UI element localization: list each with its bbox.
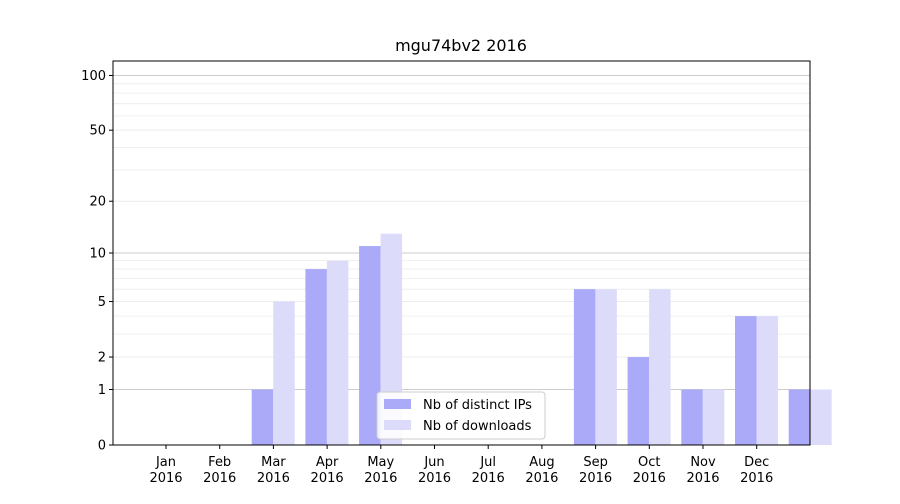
legend-swatch-downloads — [384, 420, 411, 430]
bar-distinct-ips — [735, 316, 757, 445]
bar-downloads — [326, 260, 349, 445]
y-tick-label: 5 — [98, 295, 106, 310]
x-tick-label-year: 2016 — [633, 471, 666, 486]
bar-downloads — [702, 389, 725, 445]
x-tick-label-year: 2016 — [311, 471, 344, 486]
x-tick-label-month: Dec — [744, 455, 769, 470]
bar-distinct-ips — [251, 389, 274, 445]
bar-distinct-ips — [681, 389, 703, 445]
y-tick-label: 2 — [98, 351, 106, 366]
bar-distinct-ips — [627, 357, 650, 445]
legend-swatch-distinct-ips — [384, 399, 411, 409]
bar-downloads — [595, 289, 617, 445]
legend-label-downloads: Nb of downloads — [423, 419, 532, 434]
legend-label-distinct-ips: Nb of distinct IPs — [423, 398, 532, 413]
x-tick-label-month: Feb — [208, 455, 231, 470]
bar-downloads — [273, 301, 295, 445]
x-tick-label-month: Nov — [690, 455, 716, 470]
y-tick-label: 0 — [98, 439, 106, 454]
y-tick-label: 10 — [89, 247, 106, 262]
bar-distinct-ips — [359, 246, 381, 445]
legend-box — [376, 391, 546, 440]
x-tick-label-year: 2016 — [364, 471, 397, 486]
x-tick-label-month: Oct — [638, 455, 660, 470]
y-tick-label: 50 — [89, 124, 106, 139]
x-tick-label-month: Mar — [261, 455, 286, 470]
y-tick-label: 100 — [81, 69, 106, 84]
x-tick-label-month: Jan — [155, 455, 176, 470]
x-tick-label-year: 2016 — [740, 471, 773, 486]
y-tick-label: 20 — [89, 195, 106, 210]
x-tick-label-month: Sep — [583, 455, 608, 470]
x-axis: Jan2016Feb2016Mar2016Apr2016May2016Jun20… — [149, 445, 773, 486]
x-tick-label-year: 2016 — [579, 471, 612, 486]
legend: Nb of distinct IPs Nb of downloads — [376, 391, 546, 440]
x-tick-label-year: 2016 — [149, 471, 182, 486]
x-tick-label-month: Jul — [479, 455, 496, 470]
x-tick-label-month: Jun — [423, 455, 444, 470]
chart-title: mgu74bv2 2016 — [395, 36, 527, 55]
x-tick-label-month: May — [367, 455, 394, 470]
x-tick-label-year: 2016 — [203, 471, 236, 486]
x-tick-label-year: 2016 — [472, 471, 505, 486]
x-tick-label-year: 2016 — [525, 471, 558, 486]
grid-lines — [113, 74, 810, 390]
x-tick-label-month: Apr — [316, 455, 339, 470]
x-tick-label-year: 2016 — [257, 471, 290, 486]
bar-downloads — [756, 316, 778, 445]
bar-distinct-ips — [788, 389, 811, 445]
y-axis: 0 1 2 5 10 20 50 100 — [81, 69, 113, 454]
bar-downloads — [810, 389, 832, 445]
x-tick-label-year: 2016 — [686, 471, 719, 486]
y-tick-label: 1 — [98, 383, 106, 398]
bar-downloads — [649, 289, 671, 445]
bar-distinct-ips — [573, 289, 596, 445]
bar-distinct-ips — [305, 269, 327, 445]
x-tick-label-month: Aug — [529, 455, 554, 470]
x-tick-label-year: 2016 — [418, 471, 451, 486]
